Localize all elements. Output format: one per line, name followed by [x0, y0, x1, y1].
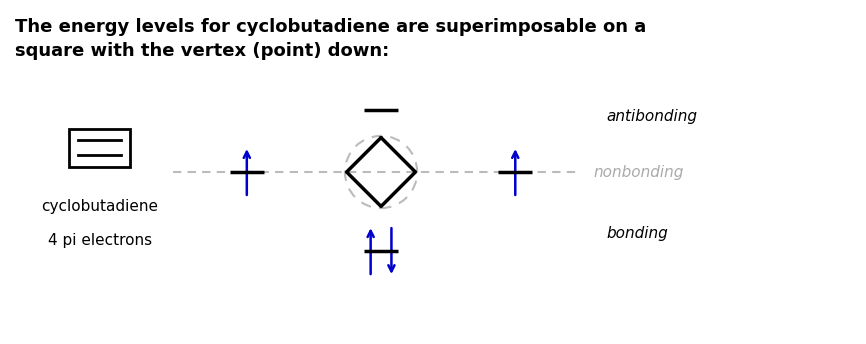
Text: cyclobutadiene: cyclobutadiene: [41, 199, 158, 214]
Text: bonding: bonding: [606, 226, 668, 241]
Bar: [69, 129, 130, 167]
Text: The energy levels for cyclobutadiene are superimposable on a
square with the ver: The energy levels for cyclobutadiene are…: [15, 18, 646, 60]
Text: nonbonding: nonbonding: [593, 164, 683, 180]
Text: antibonding: antibonding: [606, 109, 697, 125]
Text: 4 pi electrons: 4 pi electrons: [48, 233, 152, 248]
